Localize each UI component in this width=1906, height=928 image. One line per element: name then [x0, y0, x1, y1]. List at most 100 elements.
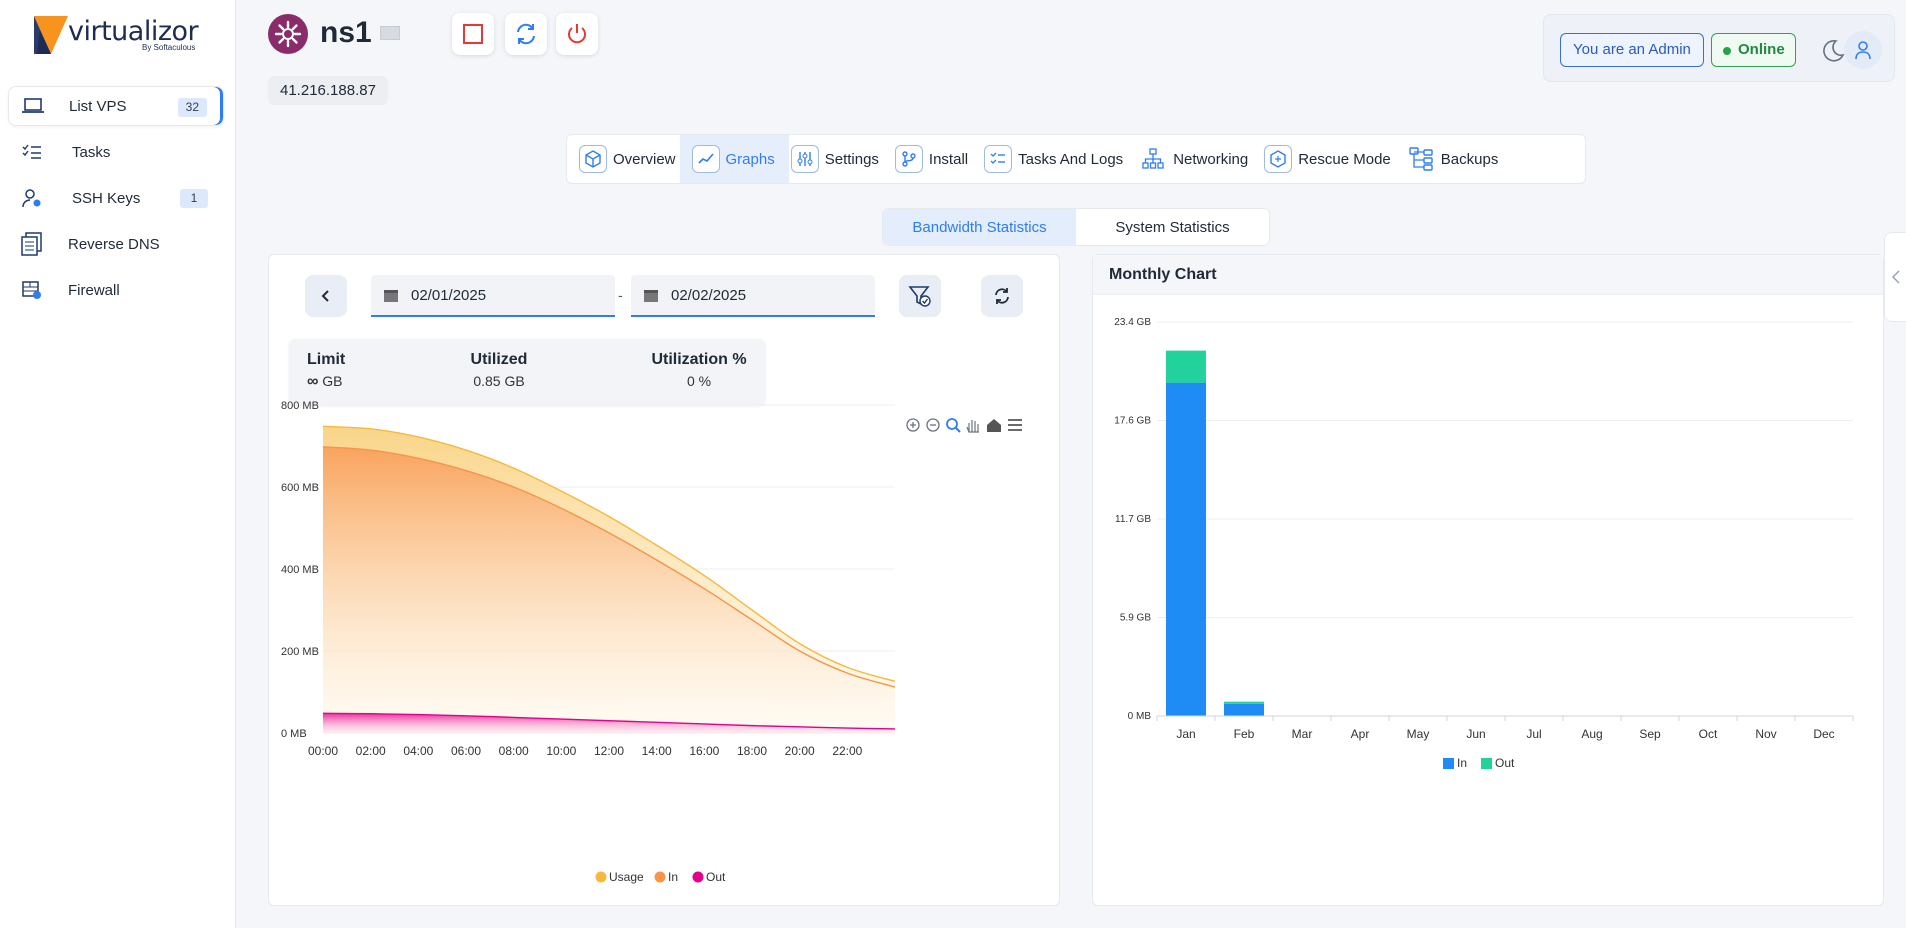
- x-tick-label: Oct: [1699, 727, 1718, 741]
- cube-icon: [579, 145, 607, 173]
- graph-icon: [691, 145, 720, 173]
- monthly-chart-title: Monthly Chart: [1093, 255, 1883, 295]
- tab-backups[interactable]: Backups: [1406, 135, 1513, 183]
- restart-button[interactable]: [505, 13, 547, 55]
- task-list-icon: [20, 140, 44, 164]
- tab-install[interactable]: Install: [894, 135, 982, 183]
- y-tick-label: 0 MB: [281, 728, 307, 740]
- logo-text: virtualizor: [68, 16, 199, 47]
- y-tick-label: 23.4 GB: [1114, 317, 1151, 328]
- limit-value: GB: [322, 373, 343, 389]
- y-tick-label: 400 MB: [281, 564, 319, 576]
- x-tick-label: May: [1407, 727, 1430, 741]
- tab-networking[interactable]: Networking: [1139, 135, 1262, 183]
- series-area-out: [323, 713, 895, 733]
- logo-mark-icon: [34, 16, 68, 54]
- stop-button[interactable]: [452, 13, 494, 55]
- zoom-out-icon[interactable]: [926, 418, 940, 432]
- calendar-icon: [644, 290, 658, 302]
- tab-label: Networking: [1173, 150, 1249, 168]
- date-from-input[interactable]: 02/01/2025: [371, 275, 615, 317]
- date-to-value: 02/02/2025: [671, 286, 747, 304]
- menu-icon[interactable]: [1008, 419, 1022, 431]
- sidebar-item-label: Firewall: [68, 281, 120, 299]
- vps-tabs: Overview Graphs Settings Install Tasks A…: [566, 134, 1586, 184]
- sidebar-item-firewall[interactable]: Firewall: [8, 270, 224, 310]
- tab-bandwidth-statistics[interactable]: Bandwidth Statistics: [883, 209, 1076, 245]
- utilized-value: 0.85 GB: [473, 373, 525, 389]
- side-panel-toggle[interactable]: [1884, 232, 1906, 322]
- user-status-box: You are an Admin Online: [1543, 14, 1895, 82]
- sidebar-item-label: SSH Keys: [72, 189, 141, 207]
- monthly-bar-chart: 0 MB 5.9 GB 11.7 GB 17.6 GB 23.4 GB Jan Feb Mar…: [1114, 317, 1854, 770]
- statistics-subtabs: Bandwidth Statistics System Statistics: [882, 208, 1270, 246]
- tab-tasks-and-logs[interactable]: Tasks And Logs: [984, 135, 1137, 183]
- bar-out-jan: [1166, 350, 1206, 383]
- user-profile-button[interactable]: [1844, 31, 1882, 69]
- x-tick-label: 08:00: [499, 744, 529, 758]
- tab-overview[interactable]: Overview: [579, 135, 690, 183]
- limit-value-row: ∞ GB: [307, 373, 345, 391]
- tab-system-statistics[interactable]: System Statistics: [1115, 218, 1230, 236]
- x-tick-label: Jan: [1176, 727, 1195, 741]
- limit-column: Limit ∞ GB: [307, 351, 345, 391]
- ip-address: 41.216.188.87: [268, 76, 388, 105]
- y-tick-label: 200 MB: [281, 646, 319, 658]
- series-line-usage: [322, 425, 896, 683]
- x-tick-label: 02:00: [356, 744, 386, 758]
- x-tick-label: 00:00: [308, 744, 338, 758]
- bandwidth-panel: 02/01/2025 - 02/02/2025 Limit ∞ GB Utili…: [268, 254, 1060, 906]
- pan-hand-icon[interactable]: [966, 420, 979, 433]
- virtualizor-logo[interactable]: virtualizor By Softaculous: [34, 16, 204, 56]
- bar-chart-axes: 0 MB 5.9 GB 11.7 GB 17.6 GB 23.4 GB Jan Feb Mar…: [1114, 317, 1854, 741]
- user-icon: [1855, 41, 1871, 60]
- power-off-button[interactable]: [556, 13, 598, 55]
- x-tick-label: 06:00: [451, 744, 481, 758]
- network-icon: [1139, 145, 1168, 173]
- sidebar-item-reverse-dns[interactable]: Reverse DNS: [8, 224, 224, 264]
- area-chart-series: [322, 425, 896, 733]
- tab-label: Graphs: [725, 150, 775, 168]
- y-tick-label: 5.9 GB: [1120, 613, 1151, 624]
- y-tick-label: 800 MB: [281, 400, 319, 412]
- filter-apply-button[interactable]: [899, 275, 941, 317]
- limit-label: Limit: [307, 351, 346, 368]
- legend-marker-out: [692, 871, 704, 883]
- refresh-icon: [995, 288, 1009, 304]
- x-tick-label: Sep: [1639, 727, 1661, 741]
- x-tick-label: 16:00: [689, 744, 719, 758]
- tab-label: Overview: [613, 150, 676, 168]
- tab-settings[interactable]: Settings: [790, 135, 893, 183]
- monthly-chart-panel: Monthly Chart 0 MB 5.9 GB 11.7 GB 17.6 GB 23…: [1092, 254, 1884, 906]
- y-tick-label: 17.6 GB: [1114, 416, 1151, 427]
- vm-name: ns1: [320, 16, 372, 49]
- utilized-label: Utilized: [470, 351, 528, 368]
- zoom-in-icon[interactable]: [906, 418, 920, 432]
- bar-in-jan: [1166, 382, 1206, 716]
- sidebar-item-list-vps[interactable]: List VPS 32: [8, 86, 224, 126]
- refresh-button[interactable]: [981, 275, 1023, 317]
- series-area-in: [323, 446, 895, 733]
- utilization-percent-value: 0 %: [686, 373, 712, 389]
- online-status-label: Online: [1738, 41, 1785, 58]
- selection-zoom-icon[interactable]: [946, 418, 961, 433]
- sidebar-item-tasks[interactable]: Tasks: [8, 132, 224, 172]
- tab-graphs[interactable]: Graphs: [679, 135, 789, 183]
- x-tick-label: Mar: [1292, 727, 1313, 741]
- reset-home-icon[interactable]: [987, 419, 1001, 432]
- x-tick-label: 12:00: [594, 744, 624, 758]
- tab-rescue-mode[interactable]: Rescue Mode: [1264, 135, 1405, 183]
- back-button[interactable]: [305, 275, 347, 317]
- date-from-value: 02/01/2025: [411, 286, 487, 304]
- bandwidth-area-chart: 0 MB 200 MB 400 MB 600 MB 800 MB 00:00 02:00 04…: [281, 400, 896, 884]
- utilization-summary: Limit ∞ GB Utilized 0.85 GB Utilization …: [289, 339, 765, 405]
- legend-label-out: Out: [706, 870, 726, 884]
- sidebar-item-ssh-keys[interactable]: SSH Keys 1: [8, 178, 224, 218]
- tab-label: Install: [928, 150, 969, 168]
- dark-mode-toggle-icon[interactable]: [1820, 37, 1846, 63]
- sliders-icon: [790, 145, 819, 173]
- legend-label-in: In: [1457, 756, 1467, 770]
- series-line-in: [322, 446, 896, 688]
- x-tick-label: Feb: [1234, 727, 1255, 741]
- date-to-input[interactable]: 02/02/2025: [631, 275, 875, 317]
